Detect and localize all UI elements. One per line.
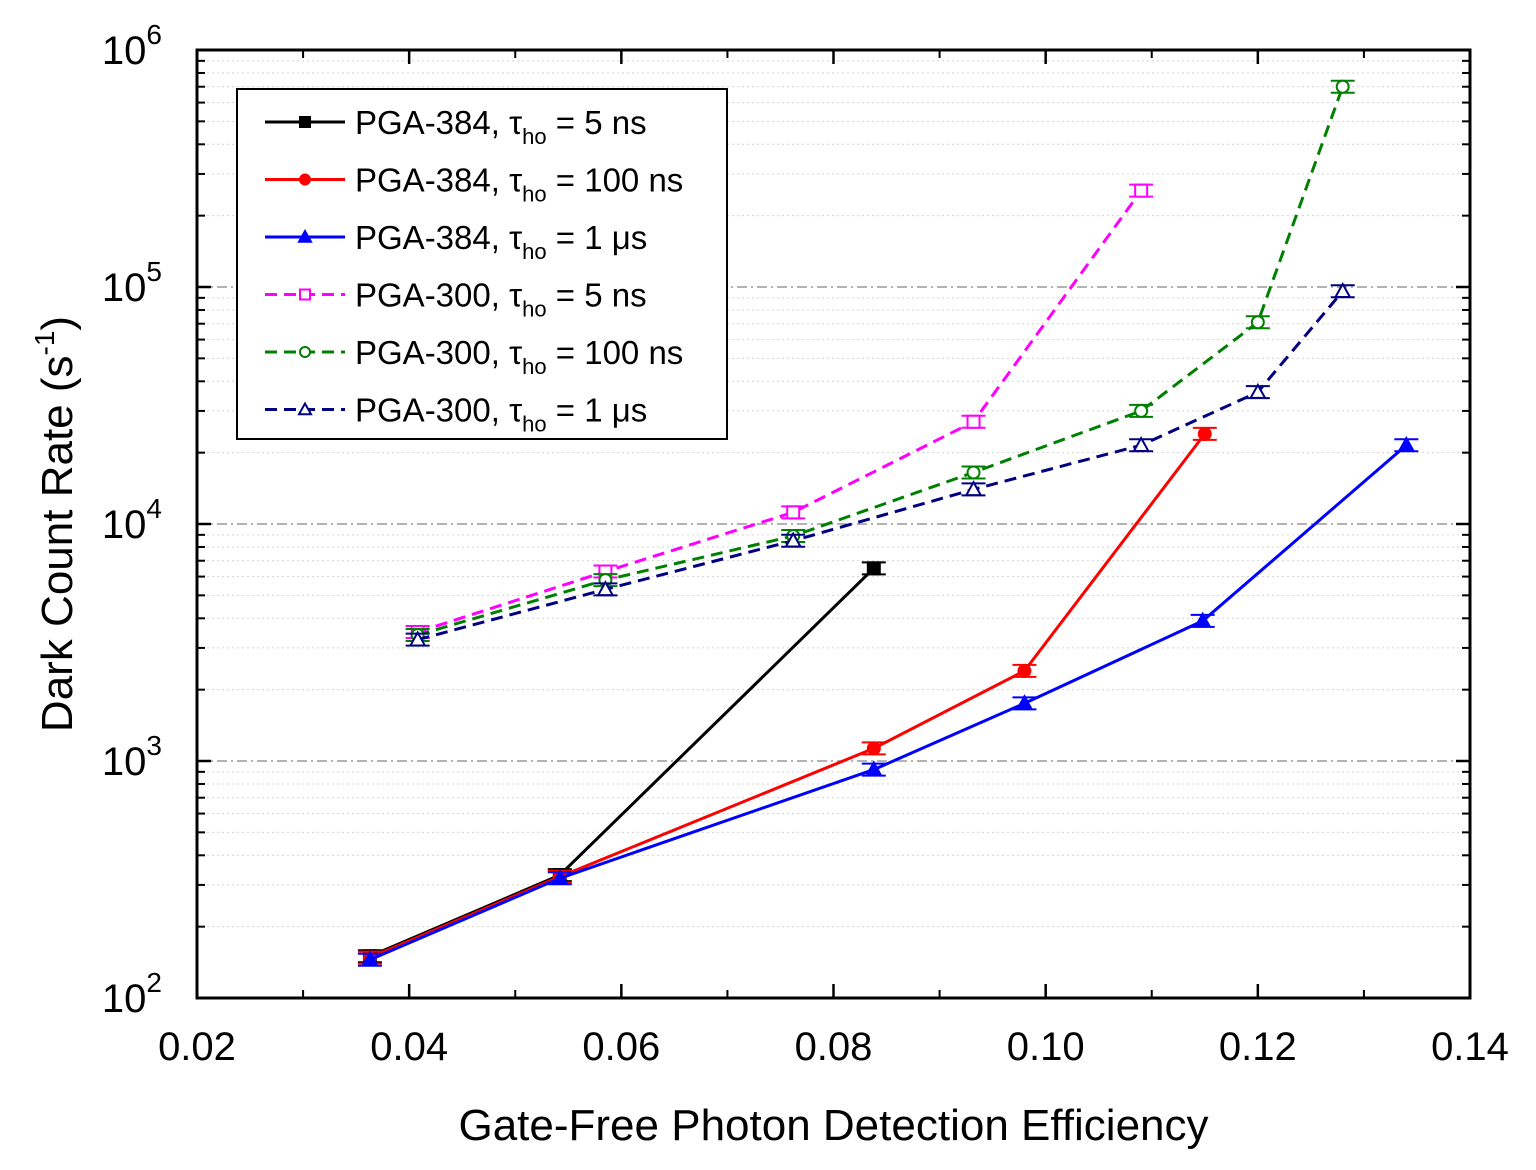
legend-marker <box>299 116 311 128</box>
legend-label: PGA-300, τho = 100 ns <box>355 334 683 379</box>
data-point <box>596 580 615 597</box>
legend-marker <box>297 228 313 243</box>
data-point <box>1335 79 1350 94</box>
data-point <box>1248 382 1267 399</box>
data-point <box>786 505 801 520</box>
legend-marker <box>297 401 313 416</box>
legend-label: PGA-300, τho = 5 ns <box>355 277 647 322</box>
y-tick-label: 104 <box>102 493 162 547</box>
data-point <box>866 741 881 756</box>
series-line <box>417 189 1143 634</box>
data-point <box>1017 663 1032 678</box>
x-tick-label: 0.08 <box>795 1025 873 1069</box>
y-tick-label: 103 <box>102 730 162 784</box>
y-tick-label: 102 <box>102 967 162 1021</box>
tick-layer: 0.02 0.04 0.06 0.08 0.10 0.12 0.14 102 103 104 105… <box>102 19 1509 1069</box>
y-tick-label: 105 <box>102 256 162 310</box>
series-6 <box>405 281 1355 647</box>
legend-box <box>236 88 728 440</box>
data-point <box>1250 315 1265 330</box>
grid-layer <box>197 60 1470 999</box>
data-point <box>1134 403 1149 418</box>
legend-marker <box>299 173 311 186</box>
data-point <box>1015 694 1034 711</box>
legend-label: PGA-384, τho = 1 μs <box>355 219 647 264</box>
series-line <box>369 444 1408 962</box>
y-axis-title-main: Dark Count Rate (s <box>33 355 82 732</box>
series-4 <box>405 183 1154 640</box>
legend-marker <box>299 346 311 358</box>
data-point <box>550 869 569 886</box>
x-tick-label: 0.06 <box>582 1025 660 1069</box>
data-point <box>408 630 427 647</box>
x-tick-label: 0.14 <box>1431 1025 1509 1069</box>
plot-layer <box>357 79 1419 967</box>
series-3 <box>357 435 1419 967</box>
data-point <box>361 950 379 967</box>
data-point <box>1193 611 1212 628</box>
x-tick-label: 0.04 <box>370 1025 448 1069</box>
data-point <box>864 760 883 777</box>
data-point <box>1197 426 1212 441</box>
y-axis-title-suffix: ) <box>33 316 82 331</box>
data-point <box>966 414 981 429</box>
legend-label: PGA-300, τho = 1 μs <box>355 392 647 437</box>
legend-marker <box>299 288 311 301</box>
data-point <box>1397 435 1416 452</box>
data-point <box>784 531 803 548</box>
data-point <box>866 561 881 576</box>
x-tick-label: 0.12 <box>1219 1025 1297 1069</box>
axis-titles: Gate-Free Photon Detection Efficiency Da… <box>29 316 1209 1150</box>
data-point <box>1132 435 1151 452</box>
x-axis-title: Gate-Free Photon Detection Efficiency <box>458 1101 1208 1150</box>
legend: PGA-384, τho = 5 ns PGA-384, τho = 100 ns… <box>236 88 728 440</box>
data-point <box>966 465 981 480</box>
data-point <box>1333 281 1352 298</box>
x-tick-label: 0.02 <box>158 1025 236 1069</box>
legend-label: PGA-384, τho = 5 ns <box>355 104 647 149</box>
series-1 <box>357 561 886 964</box>
data-point <box>964 480 983 497</box>
data-point <box>1134 183 1149 198</box>
x-tick-label: 0.10 <box>1007 1025 1085 1069</box>
y-axis-title-superscript: -1 <box>29 331 60 356</box>
y-axis-title: Dark Count Rate (s-1) <box>29 316 82 732</box>
legend-label: PGA-384, τho = 100 ns <box>355 162 683 207</box>
y-tick-label: 106 <box>102 19 162 73</box>
